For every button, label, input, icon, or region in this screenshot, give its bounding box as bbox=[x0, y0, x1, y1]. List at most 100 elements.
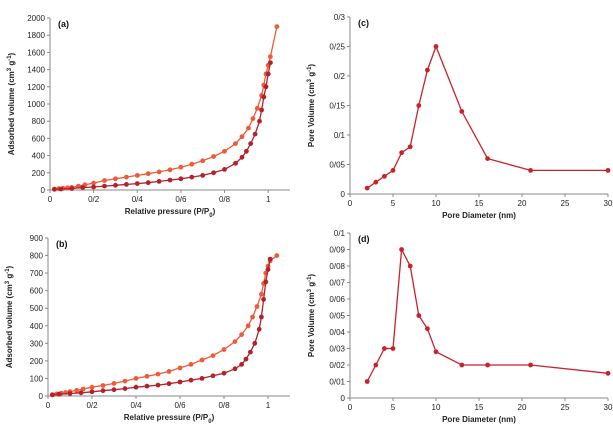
data-point bbox=[200, 158, 206, 164]
y-tick-label: 0/05 bbox=[329, 312, 345, 321]
data-point bbox=[459, 109, 465, 114]
label-part: g bbox=[307, 72, 316, 79]
y-tick-label: 0/02 bbox=[329, 361, 345, 370]
data-point bbox=[122, 386, 128, 391]
data-point bbox=[364, 379, 370, 384]
data-point bbox=[433, 44, 439, 49]
panel-label: (b) bbox=[56, 239, 68, 249]
y-tick-label: 400 bbox=[30, 322, 44, 331]
data-point bbox=[605, 370, 611, 376]
x-tick-label: 0/8 bbox=[219, 195, 231, 204]
data-point bbox=[80, 185, 86, 191]
x-tick-label: 0/4 bbox=[132, 195, 144, 204]
label-part: 3 bbox=[5, 280, 11, 284]
x-tick-label: 10 bbox=[432, 199, 441, 208]
data-point bbox=[211, 170, 217, 176]
y-tick-label: 0 bbox=[41, 186, 46, 195]
data-point bbox=[124, 182, 129, 187]
data-point bbox=[100, 383, 106, 388]
y-tick-label: 0/1 bbox=[334, 229, 346, 238]
data-point bbox=[485, 362, 490, 368]
data-point bbox=[50, 392, 55, 398]
y-tick-label: 1800 bbox=[27, 31, 45, 40]
x-tick-label: 0 bbox=[348, 199, 353, 208]
panel-label: (a) bbox=[58, 19, 69, 29]
data-point bbox=[133, 376, 139, 381]
data-point bbox=[244, 148, 249, 154]
data-point bbox=[232, 366, 238, 372]
y-axis-label: Adsorbed volume (cm3 g-1) bbox=[5, 265, 14, 368]
data-point bbox=[122, 378, 128, 384]
x-tick-label: 1 bbox=[266, 401, 271, 410]
x-tick-label: 5 bbox=[391, 199, 396, 208]
data-point bbox=[248, 141, 254, 147]
panel-label: (c) bbox=[358, 18, 369, 28]
data-point bbox=[91, 184, 96, 190]
data-point bbox=[265, 71, 271, 77]
data-point bbox=[166, 381, 172, 387]
label-part: 0 bbox=[209, 213, 213, 219]
data-point bbox=[222, 148, 227, 154]
data-point bbox=[232, 339, 238, 344]
series-line-1 bbox=[54, 62, 272, 190]
y-tick-label: 1400 bbox=[27, 66, 45, 75]
data-point bbox=[407, 144, 413, 150]
y-tick-label: 1000 bbox=[27, 100, 45, 109]
series-line-1 bbox=[52, 258, 271, 396]
x-axis-label: Pore Diameter (nm) bbox=[442, 211, 516, 220]
label-part: g bbox=[5, 274, 14, 281]
y-tick-label: 400 bbox=[32, 152, 46, 161]
x-tick-label: 15 bbox=[475, 199, 484, 208]
data-point bbox=[250, 116, 256, 121]
y-tick-label: 0/07 bbox=[329, 279, 345, 288]
data-point bbox=[233, 160, 238, 166]
data-point bbox=[113, 176, 118, 182]
x-tick-label: 20 bbox=[518, 199, 527, 208]
label-part: ) bbox=[213, 207, 216, 216]
data-point bbox=[67, 391, 73, 396]
y-tick-label: 600 bbox=[30, 287, 44, 296]
series-line-0 bbox=[54, 26, 278, 190]
y-tick-label: 0 bbox=[341, 394, 346, 403]
data-point bbox=[145, 171, 151, 177]
series-line-0 bbox=[366, 44, 608, 189]
data-point bbox=[113, 182, 118, 188]
data-point bbox=[58, 186, 64, 192]
x-tick-label: 0/6 bbox=[174, 401, 186, 410]
data-point bbox=[188, 377, 194, 383]
data-point bbox=[200, 173, 206, 178]
data-point bbox=[364, 185, 370, 191]
data-point bbox=[252, 340, 258, 346]
x-axis-label: Relative pressure (P/P0) bbox=[125, 207, 216, 219]
x-tick-label: 30 bbox=[604, 199, 613, 208]
y-tick-label: 800 bbox=[30, 252, 44, 261]
y-tick-label: 100 bbox=[30, 374, 44, 383]
x-tick-label: 30 bbox=[604, 403, 613, 412]
data-point bbox=[144, 383, 150, 389]
data-point bbox=[256, 326, 262, 332]
label-part: 3 bbox=[7, 67, 13, 71]
label-part: Adsorbed volume (cm bbox=[5, 284, 14, 368]
x-tick-label: 25 bbox=[561, 199, 570, 208]
data-point bbox=[188, 362, 194, 367]
y-tick-label: 0 bbox=[341, 190, 346, 199]
panel-label: (d) bbox=[358, 234, 370, 244]
data-point bbox=[145, 180, 151, 186]
x-tick-label: 0 bbox=[48, 195, 53, 204]
data-point bbox=[78, 390, 84, 396]
data-point bbox=[124, 174, 129, 180]
label-part: ) bbox=[212, 413, 215, 422]
data-point bbox=[263, 279, 269, 285]
label-part: 0 bbox=[208, 419, 212, 425]
label-part: 3 bbox=[307, 288, 313, 292]
data-point bbox=[89, 389, 95, 395]
data-point bbox=[155, 382, 161, 388]
label-part: ) bbox=[7, 52, 16, 55]
y-tick-label: 600 bbox=[32, 134, 46, 143]
data-point bbox=[89, 384, 95, 390]
data-point bbox=[528, 362, 533, 368]
chart-panel-d: 0 0/01 0/02 0/03 0/04 0/05 0/06 0/07 0/08 0/09 0/1… bbox=[307, 229, 613, 424]
data-point bbox=[390, 346, 396, 351]
x-tick-label: 5 bbox=[391, 403, 396, 412]
